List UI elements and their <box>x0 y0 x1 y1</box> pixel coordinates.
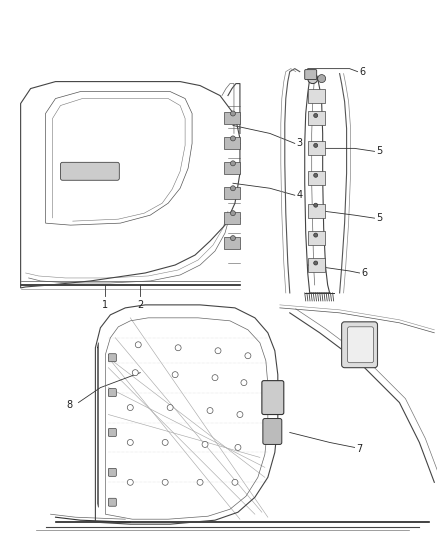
Circle shape <box>314 233 318 237</box>
Circle shape <box>127 405 133 410</box>
Circle shape <box>245 353 251 359</box>
Circle shape <box>314 173 318 177</box>
Circle shape <box>212 375 218 381</box>
Circle shape <box>162 479 168 486</box>
FancyBboxPatch shape <box>60 163 119 180</box>
Circle shape <box>135 342 141 348</box>
FancyBboxPatch shape <box>308 111 325 125</box>
Text: 7: 7 <box>357 445 363 455</box>
Circle shape <box>308 74 318 84</box>
FancyBboxPatch shape <box>224 212 240 224</box>
Circle shape <box>167 405 173 410</box>
FancyBboxPatch shape <box>224 112 240 124</box>
Text: 4: 4 <box>297 190 303 200</box>
FancyBboxPatch shape <box>305 70 317 79</box>
Circle shape <box>175 345 181 351</box>
Circle shape <box>318 75 326 83</box>
Circle shape <box>127 479 133 486</box>
Text: 5: 5 <box>377 213 383 223</box>
Circle shape <box>230 111 236 116</box>
Circle shape <box>230 161 236 166</box>
Circle shape <box>314 203 318 207</box>
Circle shape <box>232 479 238 486</box>
Text: 1: 1 <box>102 300 109 310</box>
Circle shape <box>172 372 178 378</box>
Circle shape <box>162 439 168 446</box>
Circle shape <box>237 411 243 417</box>
Circle shape <box>132 370 138 376</box>
FancyBboxPatch shape <box>262 381 284 415</box>
Text: 3: 3 <box>297 139 303 148</box>
FancyBboxPatch shape <box>108 498 117 506</box>
Circle shape <box>230 211 236 216</box>
Circle shape <box>314 261 318 265</box>
FancyBboxPatch shape <box>108 389 117 397</box>
FancyBboxPatch shape <box>224 237 240 249</box>
Circle shape <box>230 186 236 191</box>
FancyBboxPatch shape <box>308 141 325 155</box>
FancyBboxPatch shape <box>348 327 374 362</box>
Circle shape <box>235 445 241 450</box>
Text: 2: 2 <box>137 300 143 310</box>
FancyBboxPatch shape <box>308 231 325 245</box>
Circle shape <box>230 136 236 141</box>
Text: 6: 6 <box>360 67 366 77</box>
Circle shape <box>241 379 247 385</box>
FancyBboxPatch shape <box>308 258 325 272</box>
Text: 6: 6 <box>361 268 367 278</box>
Circle shape <box>207 408 213 414</box>
FancyBboxPatch shape <box>263 418 282 445</box>
FancyBboxPatch shape <box>224 138 240 149</box>
FancyBboxPatch shape <box>308 204 325 218</box>
Circle shape <box>202 441 208 447</box>
Circle shape <box>314 143 318 148</box>
FancyBboxPatch shape <box>308 88 325 102</box>
FancyBboxPatch shape <box>224 187 240 199</box>
FancyBboxPatch shape <box>108 469 117 477</box>
FancyBboxPatch shape <box>108 354 117 362</box>
Circle shape <box>197 479 203 486</box>
FancyBboxPatch shape <box>308 171 325 185</box>
FancyBboxPatch shape <box>342 322 378 368</box>
Circle shape <box>230 236 236 240</box>
Circle shape <box>215 348 221 354</box>
Text: 5: 5 <box>377 147 383 156</box>
Circle shape <box>127 439 133 446</box>
Circle shape <box>314 114 318 117</box>
FancyBboxPatch shape <box>224 163 240 174</box>
Text: 8: 8 <box>66 400 72 409</box>
FancyBboxPatch shape <box>108 429 117 437</box>
